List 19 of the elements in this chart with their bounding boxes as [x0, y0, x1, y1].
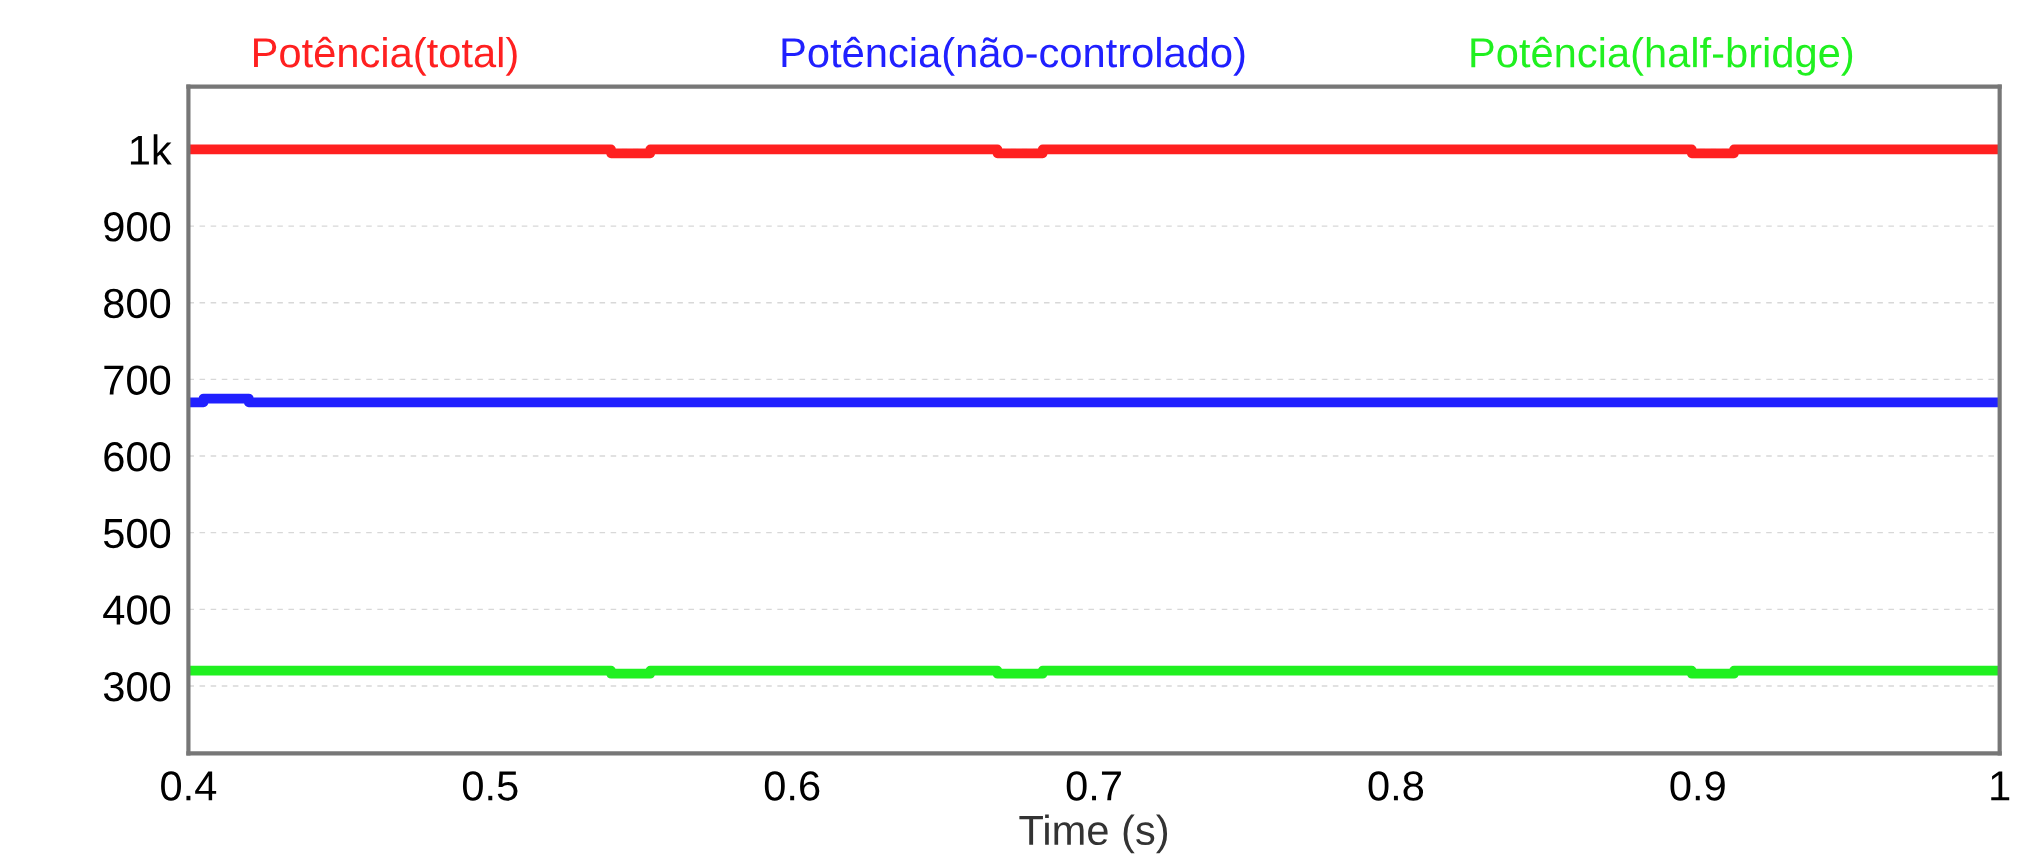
- y-tick-label: 300: [103, 671, 171, 702]
- y-tick-label: 900: [104, 212, 171, 242]
- y-tick-label: 600: [104, 442, 171, 472]
- x-axis-title: Time (s): [1019, 814, 1168, 854]
- x-tick-label: 0.4: [161, 771, 217, 801]
- x-tick-label: 0.6: [764, 771, 820, 801]
- x-tick-label: 0.9: [1670, 771, 1725, 801]
- text: Potência(não-controlado): [782, 36, 1245, 76]
- y-tick-label: 400: [103, 595, 171, 625]
- y-tick-label: 800: [104, 288, 171, 319]
- series-label: Potência(total): [254, 36, 517, 76]
- x-tick-label: 0.8: [1368, 771, 1424, 801]
- y-tick-label: 1k: [130, 134, 172, 165]
- y-tick-label: 700: [104, 365, 171, 395]
- y-tick-label: 500: [103, 518, 171, 549]
- text: Potência(half-bridge): [1471, 36, 1853, 76]
- x-tick-label: 0.5: [462, 771, 518, 801]
- x-tick-label: 0.7: [1066, 771, 1121, 801]
- x-tick-label: 1: [1991, 771, 2010, 801]
